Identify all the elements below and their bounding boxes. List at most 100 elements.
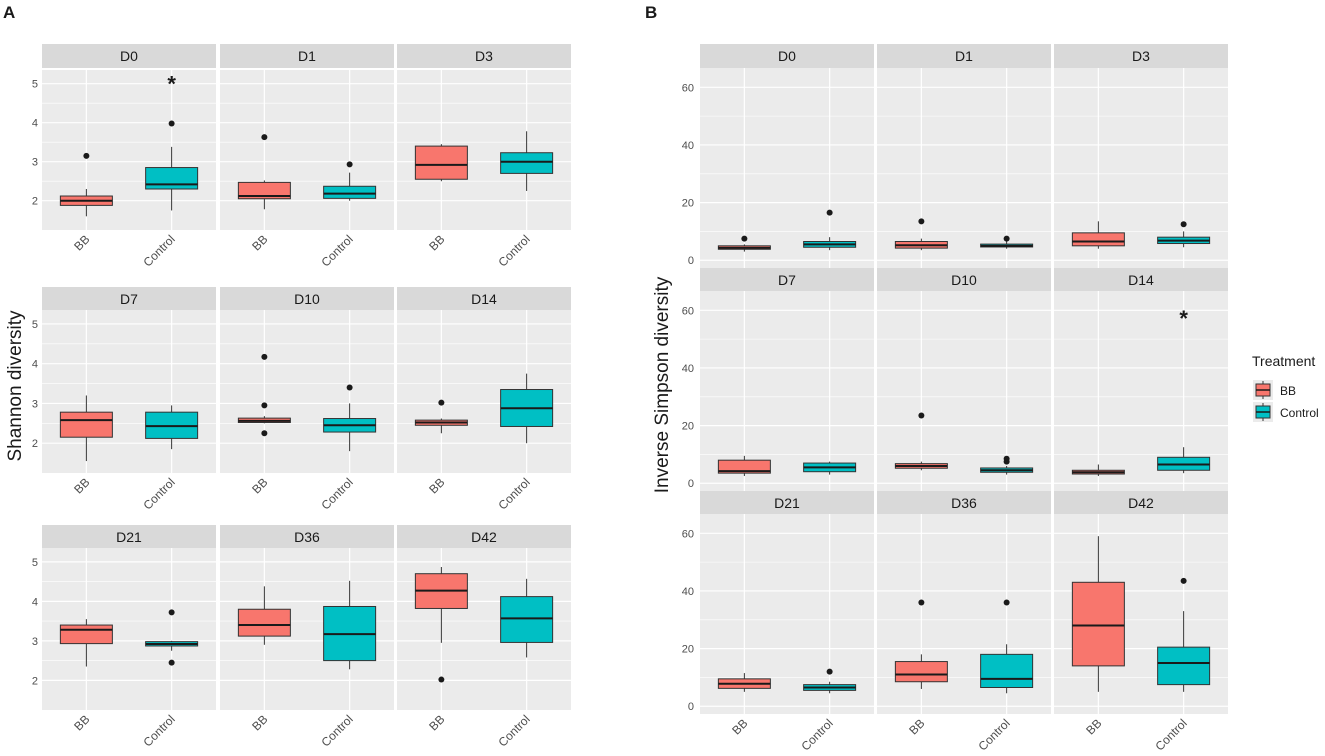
outlier-point (826, 668, 833, 675)
boxplot-control (803, 461, 857, 475)
boxplot-control (803, 209, 857, 251)
boxplot-bb (59, 152, 113, 217)
boxplot-bb (414, 144, 468, 182)
panel-background (877, 68, 1051, 268)
x-tick-label: BB (71, 712, 92, 733)
y-tick-label: 4 (32, 118, 38, 130)
significance-marker: * (167, 71, 176, 96)
legend: Treatment BB Control (1252, 353, 1319, 422)
outlier-point (83, 152, 90, 159)
boxplot-control (1157, 221, 1211, 248)
outlier-point (1180, 221, 1187, 228)
box (717, 459, 771, 474)
boxplot-bb (1071, 536, 1125, 692)
y-tick-label: 2 (32, 675, 38, 687)
x-tick-label: Control (1152, 716, 1189, 753)
y-tick-label: 0 (688, 701, 694, 713)
significance-marker: * (1179, 306, 1188, 331)
outlier-point (1003, 458, 1010, 465)
x-tick-label: Control (140, 232, 177, 269)
boxplot-control (323, 384, 377, 452)
boxplot-bb (717, 673, 771, 692)
panel-d0: D0 2 3 4 5 BB Control * (32, 44, 216, 269)
panel-strip-label: D36 (951, 495, 977, 511)
y-axis-title-shannon: Shannon diversity (5, 310, 26, 462)
y-tick-label: 2 (32, 196, 38, 208)
x-tick-label: BB (249, 232, 270, 253)
panel-strip (877, 491, 1051, 515)
y-tick-label: 2 (32, 438, 38, 450)
y-tick-label: 5 (32, 319, 38, 331)
chart-b-inverse-simpson: D00204060BBControlD1BBControlD3BBControl… (682, 44, 1228, 753)
x-tick-label: BB (249, 712, 270, 733)
x-tick-label: Control (495, 712, 532, 749)
boxplot-control (500, 578, 554, 658)
panel-d21: D21 2 3 4 5 BB Control (32, 525, 216, 749)
y-tick-label: 40 (682, 140, 694, 152)
boxplot-control (500, 373, 554, 444)
boxplot-control (145, 405, 199, 450)
panel-strip-label: D3 (475, 48, 493, 64)
boxplot-bb (1071, 221, 1125, 249)
panel-strip-label: D10 (951, 272, 977, 288)
outlier-point (168, 609, 175, 616)
outlier-point (168, 120, 175, 127)
panel-strip (1054, 44, 1228, 68)
box (59, 624, 113, 645)
legend-item-control: Control (1253, 402, 1319, 422)
panel-strip (397, 525, 571, 549)
outlier-point (261, 353, 268, 360)
boxplot-control (145, 120, 199, 211)
panel-background (42, 310, 216, 473)
box (237, 608, 291, 637)
x-tick-label: Control (140, 475, 177, 512)
legend-item-label: BB (1280, 384, 1296, 398)
panel-d21: D21 0 20 40 60 BB Control (682, 491, 874, 753)
box (500, 596, 554, 643)
panel-strip (700, 44, 874, 68)
panel-strip-label: D42 (1128, 495, 1154, 511)
panel-strip (1054, 268, 1228, 292)
boxplot-bb (414, 399, 468, 434)
figure-label-b: B (645, 3, 657, 22)
y-tick-label: 20 (682, 421, 694, 433)
y-tick-label: 20 (682, 644, 694, 656)
x-tick-label: BB (426, 475, 447, 496)
panel-strip (700, 491, 874, 515)
y-axis-title-inverse-simpson: Inverse Simpson diversity (652, 276, 673, 493)
panel-strip-label: D0 (120, 48, 138, 64)
panel-strip (42, 287, 216, 311)
boxplot-control (980, 455, 1034, 475)
panel-background (220, 70, 394, 230)
box (59, 411, 113, 438)
boxplot-bb (717, 455, 771, 477)
x-tick-label: BB (71, 475, 92, 496)
panel-strip-label: D42 (471, 529, 497, 545)
boxplot-bb (59, 395, 113, 462)
panel-strip-label: D21 (116, 529, 142, 545)
panel-strip (220, 44, 394, 68)
box (894, 661, 948, 683)
x-tick-label: BB (906, 716, 927, 737)
panel-strip-label: D7 (778, 272, 796, 288)
figure-label-a: A (3, 3, 15, 22)
panel-strip (397, 44, 571, 68)
panel-strip (1054, 491, 1228, 515)
x-tick-label: Control (798, 716, 835, 753)
panel-strip (700, 268, 874, 292)
panel-strip (220, 287, 394, 311)
panel-strip-label: D0 (778, 48, 796, 64)
panel-d7: D70204060BBControl (682, 268, 874, 530)
box (1157, 646, 1211, 686)
box (1071, 581, 1125, 667)
outlier-point (918, 218, 925, 225)
boxplot-bb (237, 586, 291, 645)
box (500, 152, 554, 174)
boxplot-bb (894, 412, 948, 471)
outlier-point (261, 402, 268, 409)
boxplot-bb (1071, 464, 1125, 477)
